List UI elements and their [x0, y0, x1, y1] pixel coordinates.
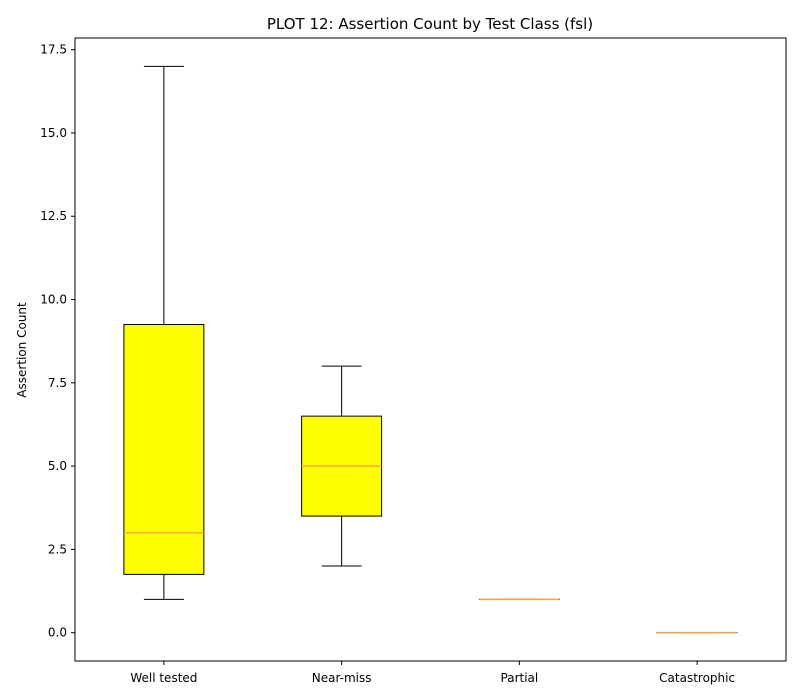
y-axis-label: Assertion Count: [15, 302, 29, 398]
x-tick-label: Catastrophic: [659, 671, 735, 685]
x-tick-label: Near-miss: [312, 671, 372, 685]
y-tick-label: 12.5: [40, 209, 67, 223]
y-tick-label: 7.5: [48, 376, 67, 390]
y-tick-label: 2.5: [48, 542, 67, 556]
box: [123, 324, 205, 575]
x-tick-label: Partial: [501, 671, 539, 685]
y-tick-label: 10.0: [40, 293, 67, 307]
plot-frame: [74, 37, 787, 662]
y-tick-label: 0.0: [48, 626, 67, 640]
y-tick-label: 15.0: [40, 126, 67, 140]
x-tick-label: Well tested: [130, 671, 197, 685]
y-tick-label: 17.5: [40, 43, 67, 57]
plot-area: 0.0 2.5 5.0 7.5 10.0 12.5 15.0 17.5 Well tested N…: [40, 37, 787, 685]
y-tick-label: 5.0: [48, 459, 67, 473]
chart-title: PLOT 12: Assertion Count by Test Class (…: [267, 15, 593, 33]
